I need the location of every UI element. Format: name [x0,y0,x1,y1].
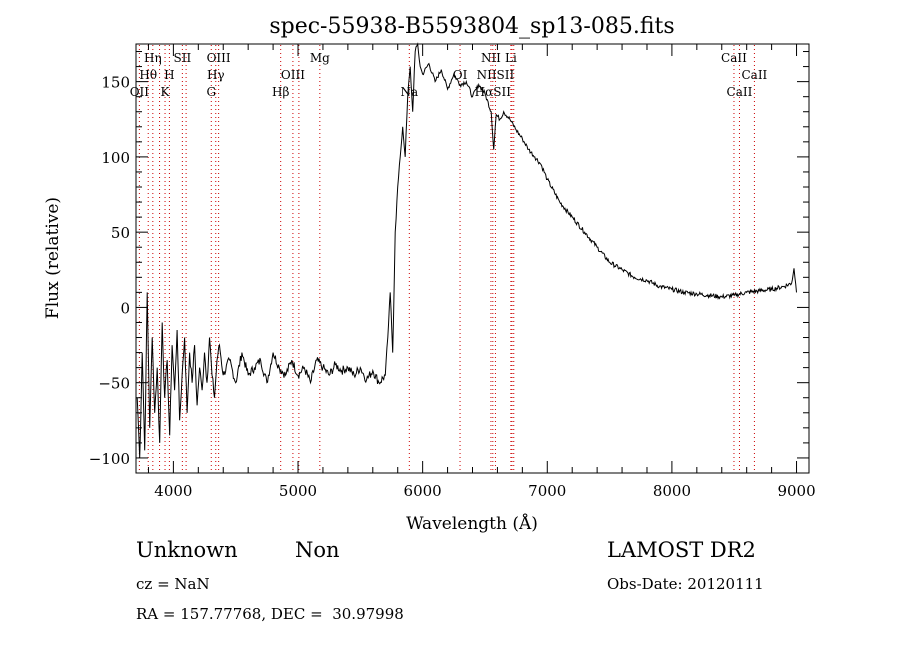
survey-name: LAMOST DR2 [607,538,756,562]
line-label: NIISII [477,68,515,82]
line-label: CaII [721,51,747,65]
line-label: OII [130,85,150,99]
observation-date: Obs-Date: 20120111 [607,575,764,593]
line-label: SII [174,51,192,65]
spectral-line-markers [138,45,755,472]
x-tick-label: 4000 [154,482,192,500]
line-label: HαSII [475,85,512,99]
line-label: OIII [207,51,231,65]
line-label: Na [400,85,418,99]
line-label: Hγ [207,68,225,82]
axis-ticks [136,44,809,474]
x-tick-label: 5000 [279,482,317,500]
object-class: Unknown [136,538,238,562]
line-label: NII [481,51,501,65]
spectral-line-labels: Hη SII OIII Mg NII Li CaII Hθ H Hγ OIII OI NIISII CaI… [130,51,768,99]
y-tick-label: −100 [89,450,130,468]
y-tick-label: 100 [101,149,130,167]
chart-title: spec-55938-B5593804_sp13-085.fits [269,14,674,39]
line-label: OI [453,68,468,82]
y-tick-label: −50 [98,375,130,393]
line-label: K [161,85,171,99]
line-label: Hβ [272,85,289,99]
redshift-cz: cz = NaN [136,575,210,593]
line-label: H [164,68,174,82]
x-tick-label: 9000 [777,482,815,500]
line-label: CaII [741,68,767,82]
axis-tick-labels: 4000 5000 6000 7000 8000 9000 −100 −50 0 50 100 150 [89,74,816,500]
line-label: CaII [727,85,753,99]
object-subclass: Non [295,538,340,562]
spectrum-series-line [136,42,797,458]
line-label: G [206,85,216,99]
line-label: Hθ [139,68,157,82]
line-label: Li [505,51,517,65]
plot-frame [135,43,810,474]
line-label: OIII [281,68,305,82]
x-tick-label: 6000 [404,482,442,500]
x-axis-label: Wavelength (Å) [406,513,538,534]
x-tick-label: 8000 [653,482,691,500]
coordinates: RA = 157.77768, DEC = 30.97998 [136,605,404,623]
x-tick-label: 7000 [528,482,566,500]
y-tick-label: 50 [111,224,130,242]
y-axis-label: Flux (relative) [43,197,63,319]
y-tick-label: 0 [120,299,130,317]
line-label: Hη [144,51,162,65]
line-label: Mg [310,51,330,65]
y-tick-label: 150 [101,74,130,92]
